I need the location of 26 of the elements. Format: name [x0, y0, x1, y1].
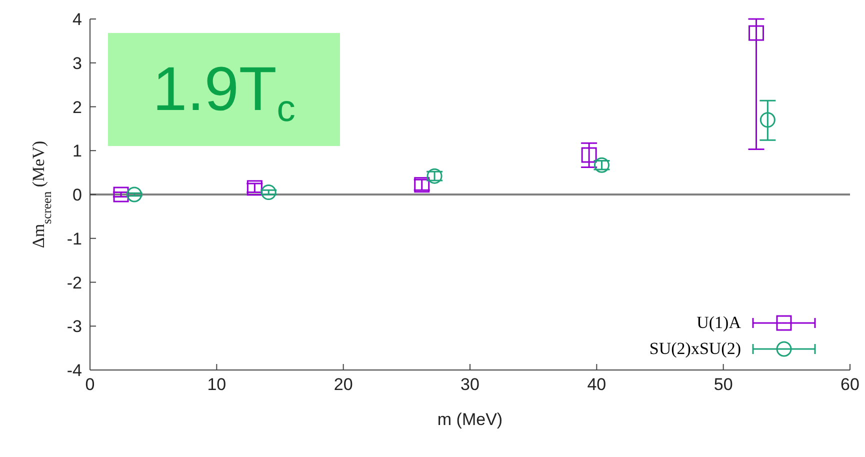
x-tick-label: 60 [840, 375, 860, 394]
y-tick-label: -3 [66, 317, 82, 336]
annotation: 1.9T$_{c}$ [152, 55, 296, 130]
y-tick-label: 0 [72, 186, 82, 205]
x-tick-label: 20 [334, 375, 353, 394]
point [748, 25, 764, 41]
y-tick-label: -2 [66, 273, 82, 292]
y-tick-label: 1 [72, 142, 82, 161]
point [126, 186, 142, 202]
point [760, 112, 776, 128]
x-tick-label: 30 [460, 375, 480, 394]
y-tick-label: 2 [72, 98, 82, 117]
legend-label: SU(2)xSU(2) [649, 339, 741, 359]
y-tick-label: -1 [66, 229, 82, 248]
x-tick-label: 0 [85, 375, 95, 394]
x-tick-label: 40 [587, 375, 606, 394]
y-tick-label: 4 [72, 10, 82, 30]
x-tick-label: 10 [207, 375, 226, 394]
point [113, 186, 129, 202]
x-axis-title: m (MeV) [437, 410, 503, 429]
point [581, 147, 597, 163]
x-tick-label: 50 [714, 375, 733, 394]
point [260, 184, 276, 200]
y-tick-label: 3 [72, 54, 82, 73]
y-tick-label: -4 [66, 361, 82, 380]
legend-label: U(1)A [696, 313, 741, 333]
